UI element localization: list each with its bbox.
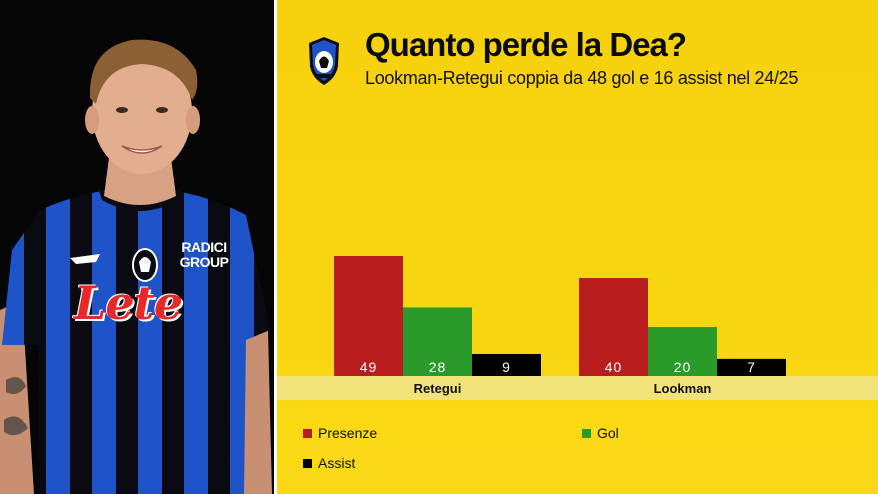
- player-illustration: [0, 39, 272, 494]
- category-label-retegui: Retegui: [414, 381, 462, 396]
- jersey-patch: RADICI GROUP: [179, 239, 229, 270]
- player-photo: RADICI GROUP Lete: [0, 0, 274, 494]
- legend-item-assist: Assist: [303, 455, 355, 471]
- legend-item-presenze: Presenze: [303, 425, 377, 441]
- value-label-lookman-presenze: 40: [605, 359, 623, 375]
- legend-swatch-assist: [303, 458, 312, 468]
- category-label-lookman: Lookman: [654, 381, 712, 396]
- category-band: [277, 376, 878, 400]
- jersey-sponsor: Lete: [74, 276, 183, 330]
- legend-swatch-gol: [582, 428, 591, 438]
- legend-swatch-presenze: [303, 428, 312, 438]
- legend-label-gol: Gol: [597, 425, 619, 441]
- bar-lookman-gol: [648, 327, 717, 376]
- legend-label-presenze: Presenze: [318, 425, 378, 441]
- bar-chart: 49 28 9 Retegui 40 20 7 Lookman: [277, 256, 878, 400]
- chart-subtitle: Lookman-Retegui coppia da 48 gol e 16 as…: [365, 68, 799, 88]
- value-label-retegui-assist: 9: [502, 359, 511, 375]
- legend-item-gol: Gol: [582, 425, 619, 441]
- bar-retegui-gol: [403, 307, 472, 376]
- bar-retegui-assist: [472, 353, 541, 376]
- value-label-retegui-gol: 28: [429, 359, 447, 375]
- value-label-lookman-gol: 20: [674, 359, 692, 375]
- legend-label-assist: Assist: [318, 455, 356, 471]
- value-label-retegui-presenze: 49: [360, 359, 378, 375]
- atalanta-logo-icon: [309, 37, 339, 85]
- chart-title: Quanto perde la Dea?: [365, 26, 687, 63]
- chart-panel: Quanto perde la Dea? Lookman-Retegui cop…: [277, 0, 878, 494]
- bar-retegui-presenze: [334, 256, 403, 376]
- bar-lookman-presenze: [579, 278, 648, 376]
- bar-lookman-assist: [717, 358, 786, 376]
- value-label-lookman-assist: 7: [747, 359, 756, 375]
- panel-divider: [274, 0, 277, 494]
